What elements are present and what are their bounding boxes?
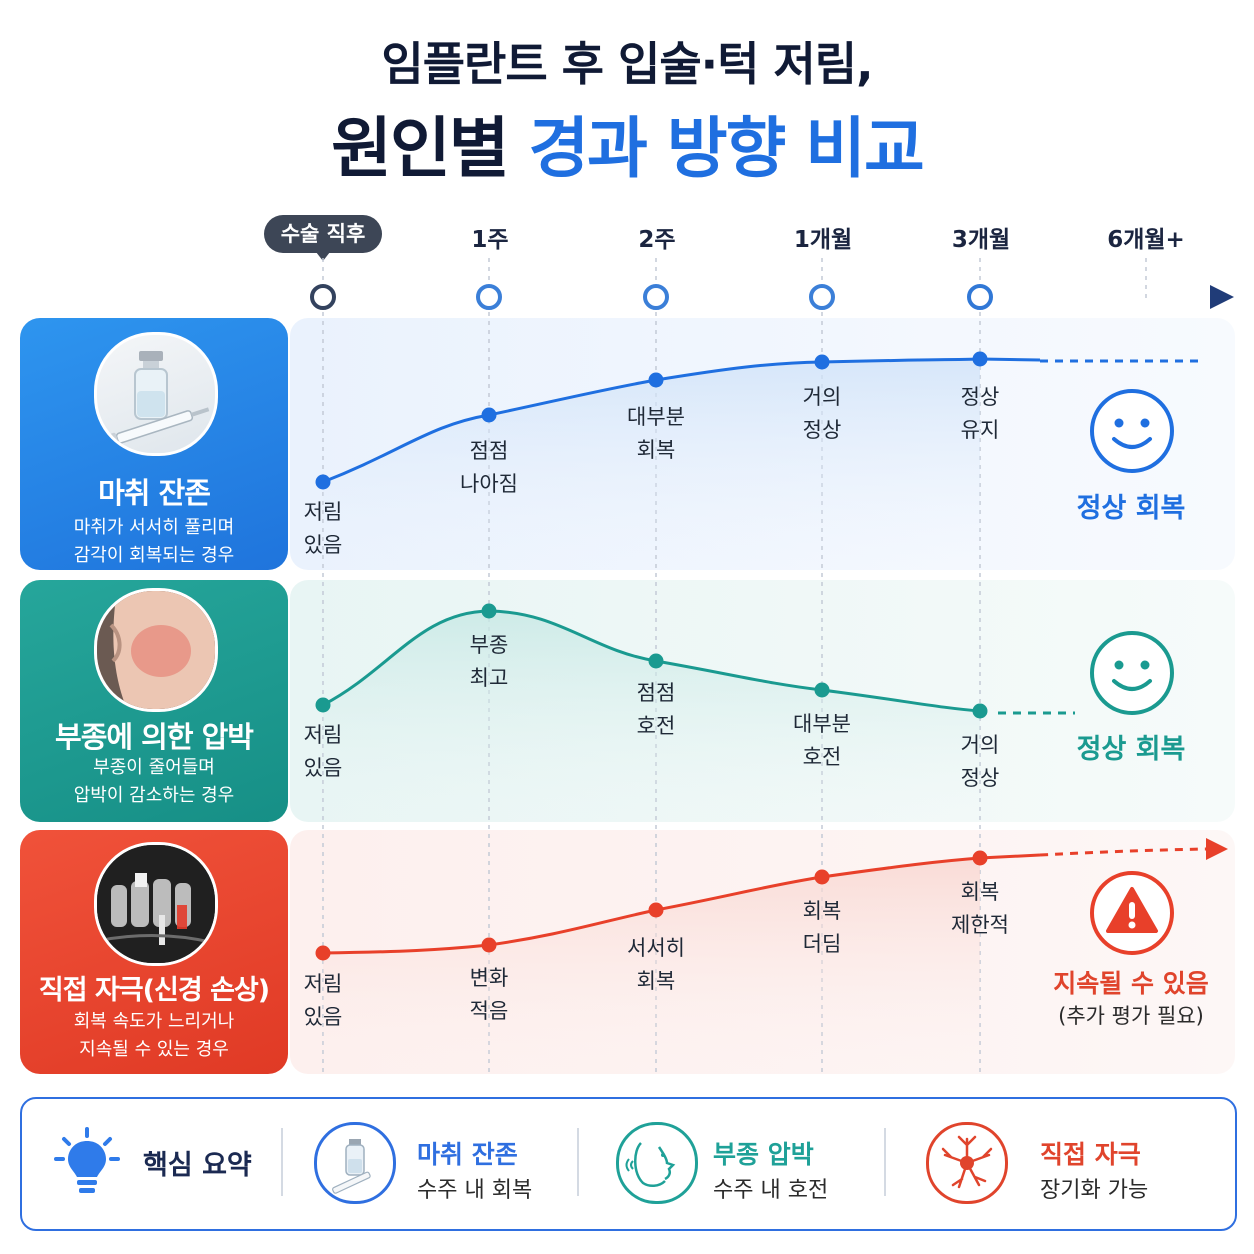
title-dark-part: 원인별 [331,110,509,187]
summary-heading-nerve: 직접 자극 [1040,1140,1141,1169]
card-title: 마취 잔존 [98,476,211,510]
label-anesthesia-1: 점점 나아짐 [460,439,518,496]
outcome-swelling: 정상 회복 [1076,734,1186,765]
card-subtitle: 부종이 줄어들며 압박이 감소하는 경우 [73,757,235,806]
outcome-anesthesia: 정상 회복 [1076,493,1186,524]
label-nerve-2: 서서히 회복 [627,936,685,993]
timeline-label-1m: 1개월 [793,227,853,253]
summary-divider [884,1128,886,1196]
point-nerve-1 [481,937,497,953]
point-swelling-3 [814,682,830,698]
point-anesthesia-4 [972,351,988,367]
label-nerve-3: 회복 더딤 [802,899,842,956]
smile-icon [1090,631,1174,715]
title-line-2: 원인별 경과 방향 비교 [0,95,1254,191]
outcome-nerve-note: (추가 평가 필요) [1058,1004,1204,1028]
point-nerve-4 [972,850,988,866]
title-line-1: 임플란트 후 입술·턱 저림, [381,37,873,91]
point-anesthesia-3 [814,354,830,370]
point-anesthesia-0 [315,474,331,490]
label-anesthesia-0: 저림 있음 [303,500,343,557]
timeline-label-2w: 2주 [638,227,676,253]
summary-text-swelling: 수주 내 호전 [713,1178,829,1203]
timeline-label-3m: 3개월 [951,227,1011,253]
point-nerve-2 [648,902,664,918]
card-nerve: 직접 자극(신경 손상) 회복 속도가 느리거나 지속될 수 있는 경우 [20,830,288,1074]
outcome-nerve: 지속될 수 있음 [1053,969,1209,998]
swollen-cheek-photo [94,588,218,712]
timeline-label-immediate: 수술 직후 [264,215,382,261]
title-highlight-part: 경과 방향 비교 [528,110,924,187]
lightbulb-icon [54,1127,120,1193]
summary-heading-anesthesia: 마취 잔존 [417,1140,518,1169]
summary-heading-swelling: 부종 압박 [713,1140,814,1169]
summary-text-anesthesia: 수주 내 회복 [417,1178,533,1203]
point-swelling-1 [481,603,497,619]
label-nerve-4: 회복 제한적 [951,880,1009,937]
label-nerve-1: 변화 적음 [469,966,509,1023]
summary-divider [281,1128,283,1196]
dental-xray-photo [94,842,218,966]
summary-title: 핵심 요약 [143,1150,252,1181]
summary-divider [577,1128,579,1196]
label-swelling-1: 부종 최고 [469,633,509,690]
vial-icon [314,1122,396,1204]
label-swelling-4: 거의 정상 [960,733,1000,790]
smile-icon [1090,389,1174,473]
card-subtitle: 회복 속도가 느리거나 지속될 수 있는 경우 [73,1011,235,1060]
label-swelling-0: 저림 있음 [303,723,343,780]
summary-text-nerve: 장기화 가능 [1040,1178,1149,1203]
warning-icon [1090,871,1174,955]
card-swelling: 부종에 의한 압박 부종이 줄어들며 압박이 감소하는 경우 [20,580,288,822]
progress-chart [310,258,1234,1074]
nerve-icon [926,1122,1008,1204]
label-nerve-0: 저림 있음 [303,972,343,1029]
card-title: 직접 자극(신경 손상) [38,975,270,1006]
point-swelling-2 [648,653,664,669]
timeline-label-6m: 6개월+ [1107,227,1185,253]
label-anesthesia-2: 대부분 회복 [627,405,685,462]
point-anesthesia-1 [481,407,497,423]
timeline-label-1w: 1주 [471,227,509,253]
face-swelling-icon [616,1122,698,1204]
point-swelling-0 [315,697,331,713]
point-swelling-4 [972,703,988,719]
label-anesthesia-4: 정상 유지 [960,385,1000,442]
point-anesthesia-2 [648,372,664,388]
timeline-nodes [310,284,993,310]
label-swelling-3: 대부분 호전 [793,712,851,769]
point-nerve-0 [315,945,331,961]
card-anesthesia: 마취 잔존 마취가 서서히 풀리며 감각이 회복되는 경우 [20,318,288,570]
timeline-arrow [1210,285,1234,309]
label-anesthesia-3: 거의 정상 [802,385,842,442]
point-nerve-3 [814,869,830,885]
label-swelling-2: 점점 호전 [636,681,676,738]
card-title: 부종에 의한 압박 [55,720,254,754]
card-subtitle: 마취가 서서히 풀리며 감각이 회복되는 경우 [73,517,235,566]
vial-syringe-photo [94,332,218,456]
